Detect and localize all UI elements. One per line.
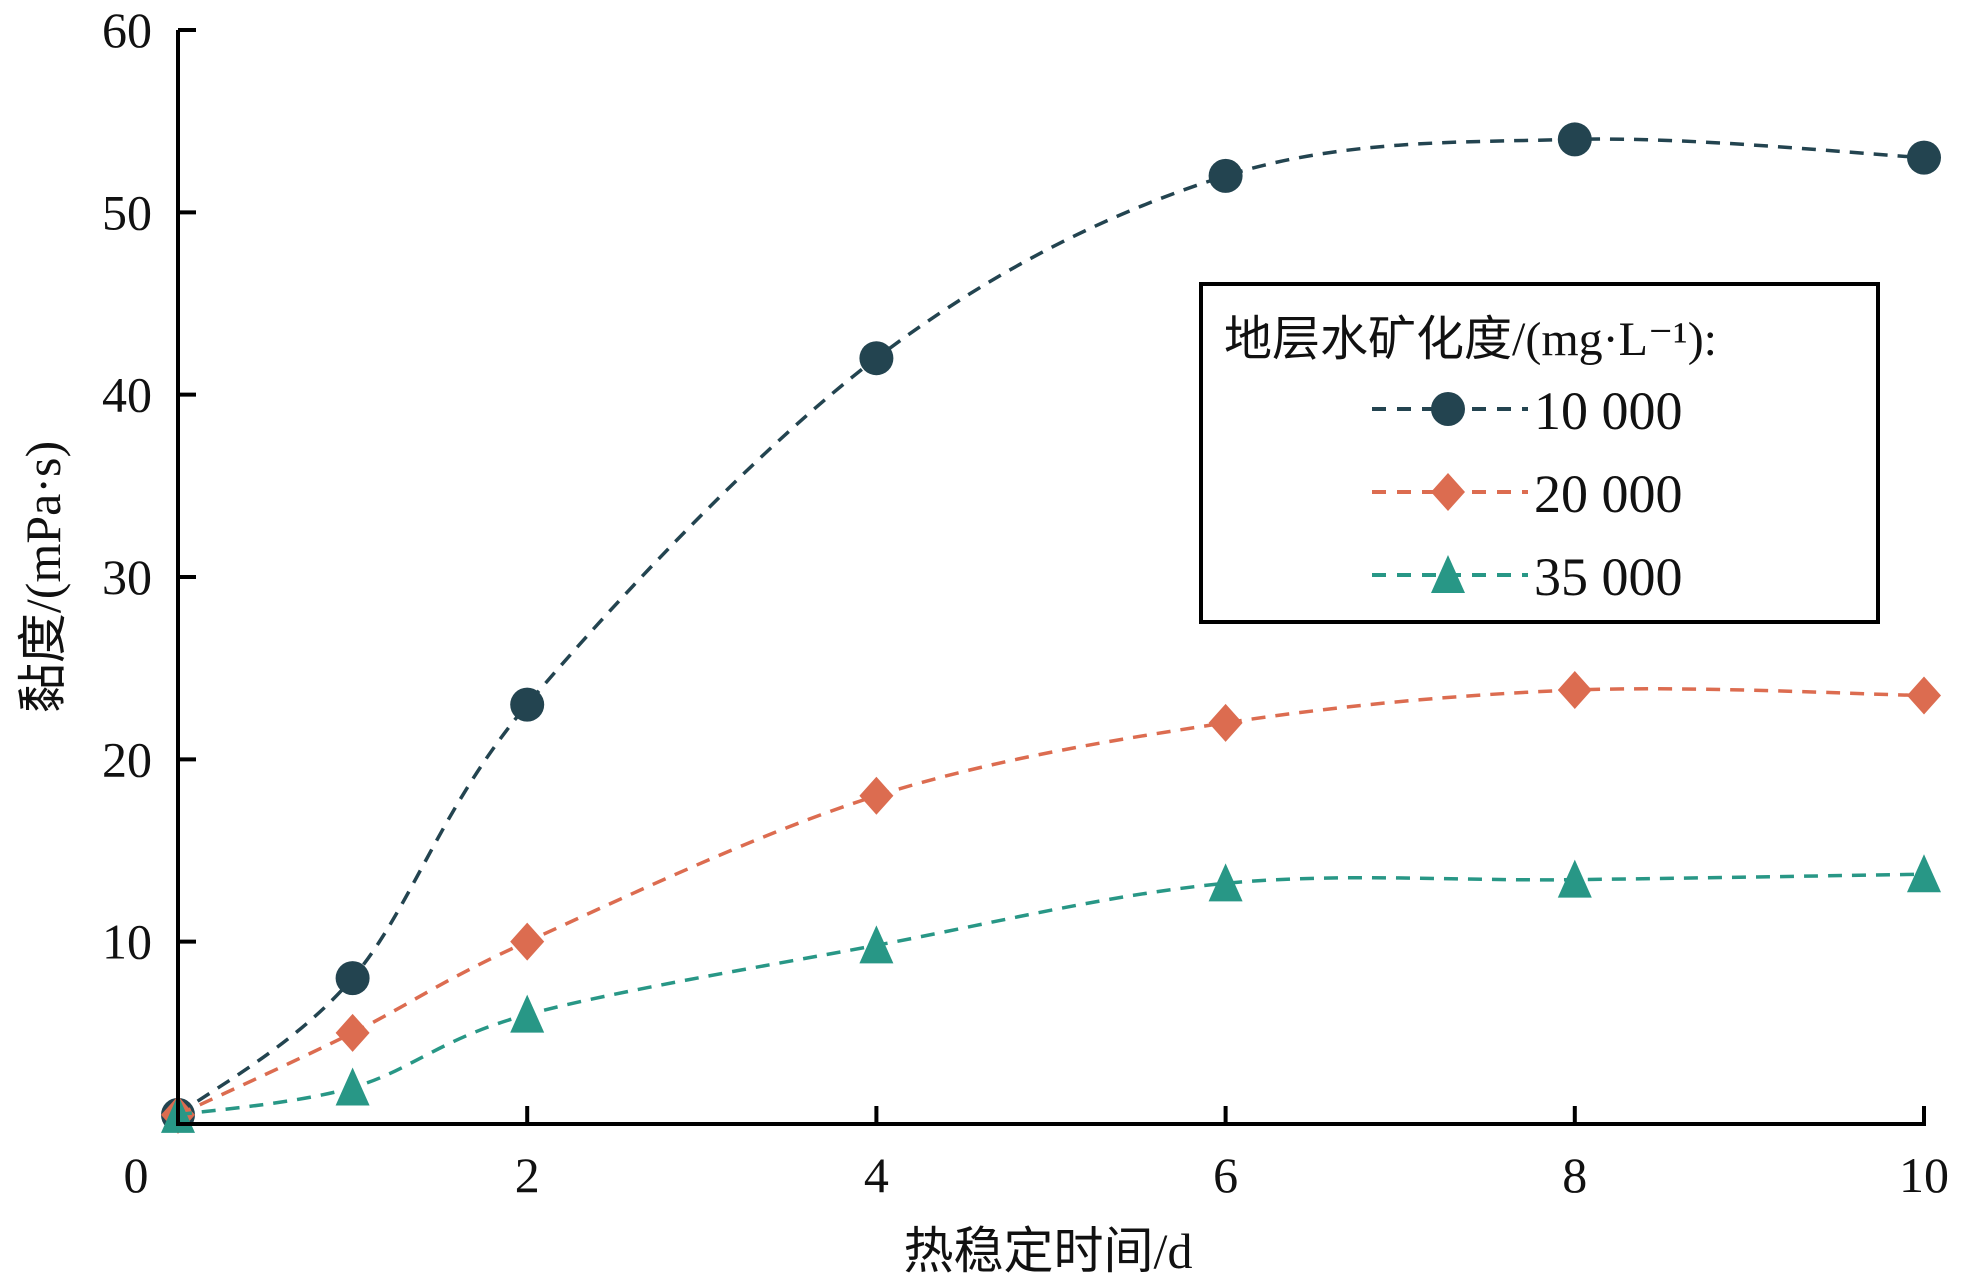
diamond-marker: [1907, 676, 1941, 715]
legend-item: 10 000: [1372, 381, 1683, 441]
y-tick-label: 50: [102, 184, 152, 240]
diamond-marker: [1557, 671, 1592, 710]
y-axis-label: 黏度/(mPa·s): [15, 441, 71, 713]
diamond-marker: [859, 776, 894, 815]
triangle-marker: [510, 994, 545, 1033]
x-tick-label: 8: [1562, 1147, 1587, 1203]
x-axis-label: 热稳定时间/d: [904, 1223, 1193, 1279]
legend-box: [1199, 282, 1880, 624]
triangle-marker: [1907, 854, 1941, 893]
circle-marker: [510, 687, 545, 722]
triangle-marker: [1431, 555, 1465, 593]
series-20000: [161, 671, 1941, 1134]
origin-label: 0: [124, 1147, 149, 1203]
circle-marker: [1907, 140, 1941, 175]
circle-marker: [335, 961, 370, 996]
y-tick-label: 60: [102, 2, 152, 58]
legend-label: 10 000: [1534, 381, 1683, 441]
x-tick-label: 4: [864, 1147, 889, 1203]
diamond-marker: [1208, 703, 1243, 742]
series-line: [177, 872, 1925, 1117]
x-tick-label: 6: [1213, 1147, 1238, 1203]
diamond-marker: [1431, 473, 1465, 511]
legend-title: 地层水矿化度/(mg·L⁻¹):: [1224, 313, 1717, 366]
circle-marker: [859, 341, 894, 376]
series-line: [177, 687, 1925, 1117]
triangle-marker: [335, 1067, 370, 1106]
circle-marker: [1557, 122, 1592, 157]
legend: 地层水矿化度/(mg·L⁻¹): 10 000 20 000 35 000: [1199, 282, 1880, 624]
diamond-marker: [510, 922, 545, 961]
circle-marker: [1431, 392, 1465, 426]
y-tick-label: 20: [102, 731, 152, 787]
series-10000: [161, 122, 1941, 1132]
circle-marker: [1208, 158, 1243, 193]
legend-item: 20 000: [1372, 464, 1683, 524]
legend-label: 35 000: [1534, 547, 1683, 607]
triangle-marker: [859, 925, 894, 964]
triangle-marker: [1557, 859, 1592, 898]
y-tick-label: 10: [102, 914, 152, 970]
legend-label: 20 000: [1534, 464, 1683, 524]
triangle-marker: [1208, 863, 1243, 902]
y-tick-label: 30: [102, 549, 152, 605]
x-tick-label: 2: [515, 1147, 540, 1203]
y-tick-label: 40: [102, 367, 152, 423]
diamond-marker: [335, 1013, 370, 1052]
legend-item: 35 000: [1372, 547, 1683, 607]
x-tick-label: 10: [1899, 1147, 1949, 1203]
